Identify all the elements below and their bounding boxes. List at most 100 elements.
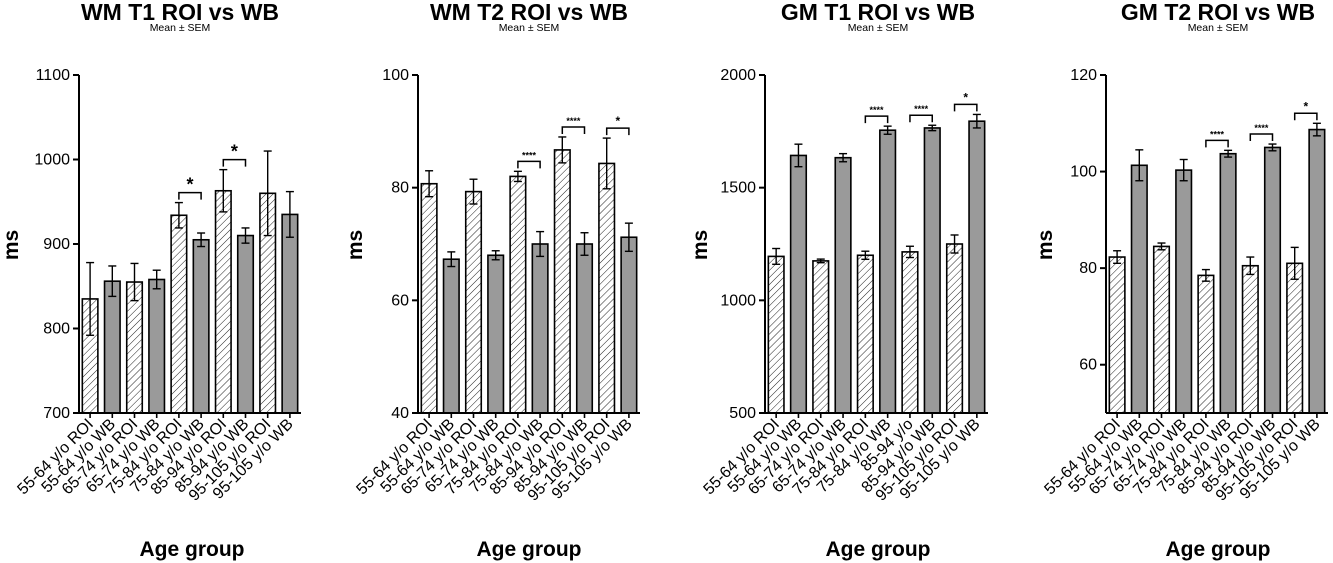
significance-label: ****	[566, 116, 581, 126]
bar-wb	[148, 278, 166, 414]
y-tick-label: 700	[43, 405, 70, 422]
panel-wm-t1: WM T1 ROI vs WB Mean ± SEM ms Age group …	[0, 0, 301, 561]
panel-subtitle: Mean ± SEM	[499, 22, 560, 34]
panel-title: GM T2 ROI vs WB	[1121, 0, 1315, 25]
significance-label: *	[231, 142, 238, 162]
significance-bracket	[561, 126, 586, 134]
bar-wb	[1263, 146, 1282, 414]
bar-roi	[214, 189, 232, 414]
panel-title: GM T1 ROI vs WB	[781, 0, 975, 25]
bar-roi	[1241, 264, 1259, 414]
panel-title: WM T1 ROI vs WB	[81, 0, 279, 25]
significance-bracket	[517, 160, 541, 169]
y-tick-label: 1000	[720, 292, 756, 309]
y-tick-label: 800	[43, 321, 70, 338]
significance-bracket	[1293, 112, 1318, 121]
bar-roi	[170, 214, 188, 414]
bar-roi	[856, 254, 874, 414]
y-axis-label: ms	[1034, 230, 1057, 260]
significance-bracket	[222, 158, 247, 167]
panel-gm-t2: GM T2 ROI vs WB Mean ± SEM ms Age group …	[1034, 0, 1328, 561]
bar-roi	[1108, 256, 1126, 414]
bar-wb	[281, 213, 299, 414]
bar-roi	[598, 162, 616, 414]
bar-roi	[553, 149, 571, 414]
significance-label: *	[1303, 99, 1308, 113]
y-tick-label: 120	[1070, 67, 1097, 84]
bar-roi	[1197, 274, 1215, 414]
y-tick-label: 100	[382, 67, 409, 84]
significance-label: ****	[1210, 129, 1225, 139]
bar-roi	[125, 281, 144, 414]
y-tick-label: 500	[729, 405, 756, 422]
bar-roi	[1152, 245, 1171, 414]
y-tick-label: 100	[1070, 164, 1097, 181]
bar-roi	[509, 175, 527, 414]
x-axis-label: Age group	[826, 538, 931, 561]
significance-bracket	[953, 103, 978, 112]
y-axis-label: ms	[689, 230, 712, 260]
x-axis-label: Age group	[140, 538, 245, 561]
panel-subtitle: Mean ± SEM	[150, 22, 211, 34]
bar-wb	[236, 234, 255, 414]
bar-roi	[945, 243, 964, 414]
bar-wb	[531, 243, 549, 414]
y-tick-label: 900	[43, 236, 70, 253]
significance-label: *	[186, 175, 193, 195]
y-tick-label: 1000	[34, 152, 70, 169]
panel-subtitle: Mean ± SEM	[848, 22, 909, 34]
bar-roi	[420, 182, 438, 414]
x-axis-label: Age group	[477, 538, 582, 561]
y-tick-label: 1100	[36, 67, 71, 84]
significance-label: ****	[522, 150, 537, 160]
significance-bracket	[605, 127, 630, 136]
y-tick-label: 80	[1079, 260, 1097, 277]
y-tick-label: 2000	[720, 67, 756, 84]
bar-wb	[1308, 128, 1326, 414]
y-tick-label: 80	[391, 180, 409, 197]
significance-bracket	[864, 115, 889, 124]
y-tick-label: 60	[1079, 357, 1097, 374]
significance-bracket	[1205, 139, 1229, 148]
y-tick-label: 1500	[720, 180, 756, 197]
significance-label: *	[963, 90, 968, 104]
bar-roi	[1286, 262, 1304, 414]
y-tick-label: 40	[391, 405, 409, 422]
significance-bracket	[178, 191, 202, 200]
bar-wb	[192, 238, 210, 414]
bar-wb	[487, 254, 505, 414]
panel-subtitle: Mean ± SEM	[1188, 22, 1249, 34]
significance-label: *	[615, 114, 620, 128]
bar-wb	[620, 236, 638, 414]
bar-roi	[812, 260, 830, 414]
bar-wb	[879, 129, 897, 414]
bar-wb	[834, 156, 852, 414]
y-tick-label: 60	[391, 292, 409, 309]
bar-wb	[1175, 169, 1193, 414]
significance-label: ****	[914, 104, 929, 114]
bar-wb	[923, 127, 941, 414]
bar-roi	[901, 251, 919, 414]
x-axis-label: Age group	[1166, 538, 1271, 561]
bar-wb	[442, 258, 460, 414]
y-axis-label: ms	[344, 230, 367, 260]
significance-bracket	[909, 114, 933, 123]
y-axis-label: ms	[0, 230, 23, 260]
panel-title: WM T2 ROI vs WB	[430, 0, 628, 25]
bar-wb	[1219, 152, 1237, 414]
bar-wb	[968, 120, 986, 414]
bar-wb	[789, 154, 808, 414]
bar-wb	[1130, 164, 1148, 414]
bar-roi	[767, 255, 785, 414]
significance-bracket	[1249, 133, 1274, 142]
significance-label: ****	[869, 105, 884, 115]
bar-roi	[464, 190, 483, 414]
bar-wb	[103, 280, 121, 414]
panel-gm-t1: GM T1 ROI vs WB Mean ± SEM ms Age group …	[689, 0, 988, 561]
panel-wm-t2: WM T2 ROI vs WB Mean ± SEM ms Age group …	[344, 0, 640, 561]
